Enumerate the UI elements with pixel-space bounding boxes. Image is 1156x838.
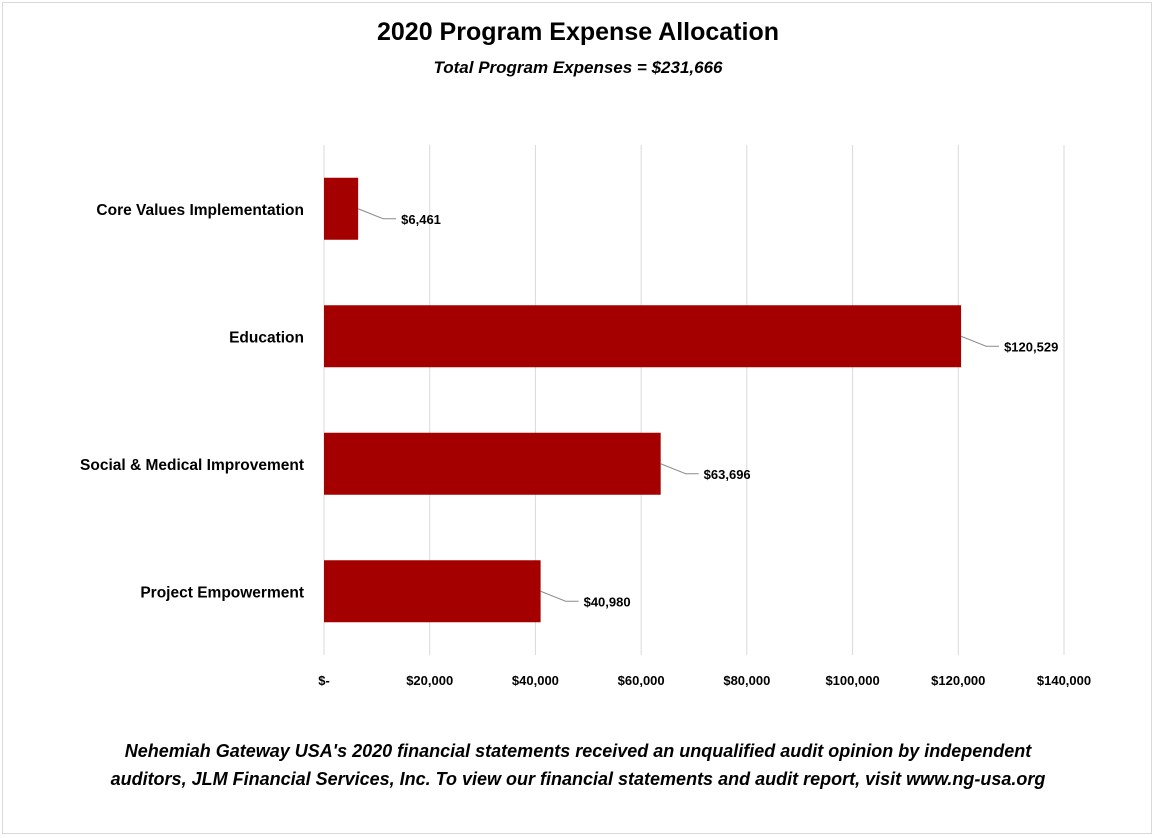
data-label: $6,461 <box>401 212 441 227</box>
bar <box>324 432 661 495</box>
data-label: $63,696 <box>704 467 751 482</box>
leader-line <box>357 208 397 220</box>
x-tick-label: $140,000 <box>1037 673 1091 688</box>
bar <box>324 177 359 240</box>
data-label: $120,529 <box>1004 339 1058 354</box>
bar <box>324 560 541 623</box>
category-label: Social & Medical Improvement <box>80 457 304 474</box>
x-tick-label: $60,000 <box>618 673 665 688</box>
audit-footnote: Nehemiah Gateway USA's 2020 financial st… <box>110 741 1046 789</box>
x-tick-label: $- <box>318 673 330 688</box>
x-tick-labels: $- $20,000 $40,000 $60,000 $80,000 $100,000 $1… <box>318 673 1091 688</box>
data-label: $40,980 <box>584 594 631 609</box>
category-labels: Core Values Implementation Education Socia… <box>80 202 304 602</box>
x-tick-label: $40,000 <box>512 673 559 688</box>
x-tick-label: $80,000 <box>723 673 770 688</box>
data-labels: $6,461 $120,529 $63,696 $40,980 <box>401 212 1058 610</box>
data-label-leaders <box>357 208 1000 602</box>
category-label: Project Empowerment <box>140 584 304 601</box>
chart-title: 2020 Program Expense Allocation <box>376 18 779 46</box>
bar <box>324 305 962 368</box>
chart-subtitle: Total Program Expenses = $231,666 <box>433 58 723 77</box>
category-label: Education <box>229 329 304 346</box>
x-tick-label: $120,000 <box>931 673 985 688</box>
leader-line <box>960 335 1000 347</box>
bar-chart: Core Values Implementation Education Socia… <box>80 145 1091 688</box>
leader-line <box>660 463 699 475</box>
bars <box>324 177 962 623</box>
x-tick-label: $20,000 <box>406 673 453 688</box>
category-label: Core Values Implementation <box>96 202 304 219</box>
leader-line <box>540 590 579 602</box>
x-tick-label: $100,000 <box>825 673 879 688</box>
